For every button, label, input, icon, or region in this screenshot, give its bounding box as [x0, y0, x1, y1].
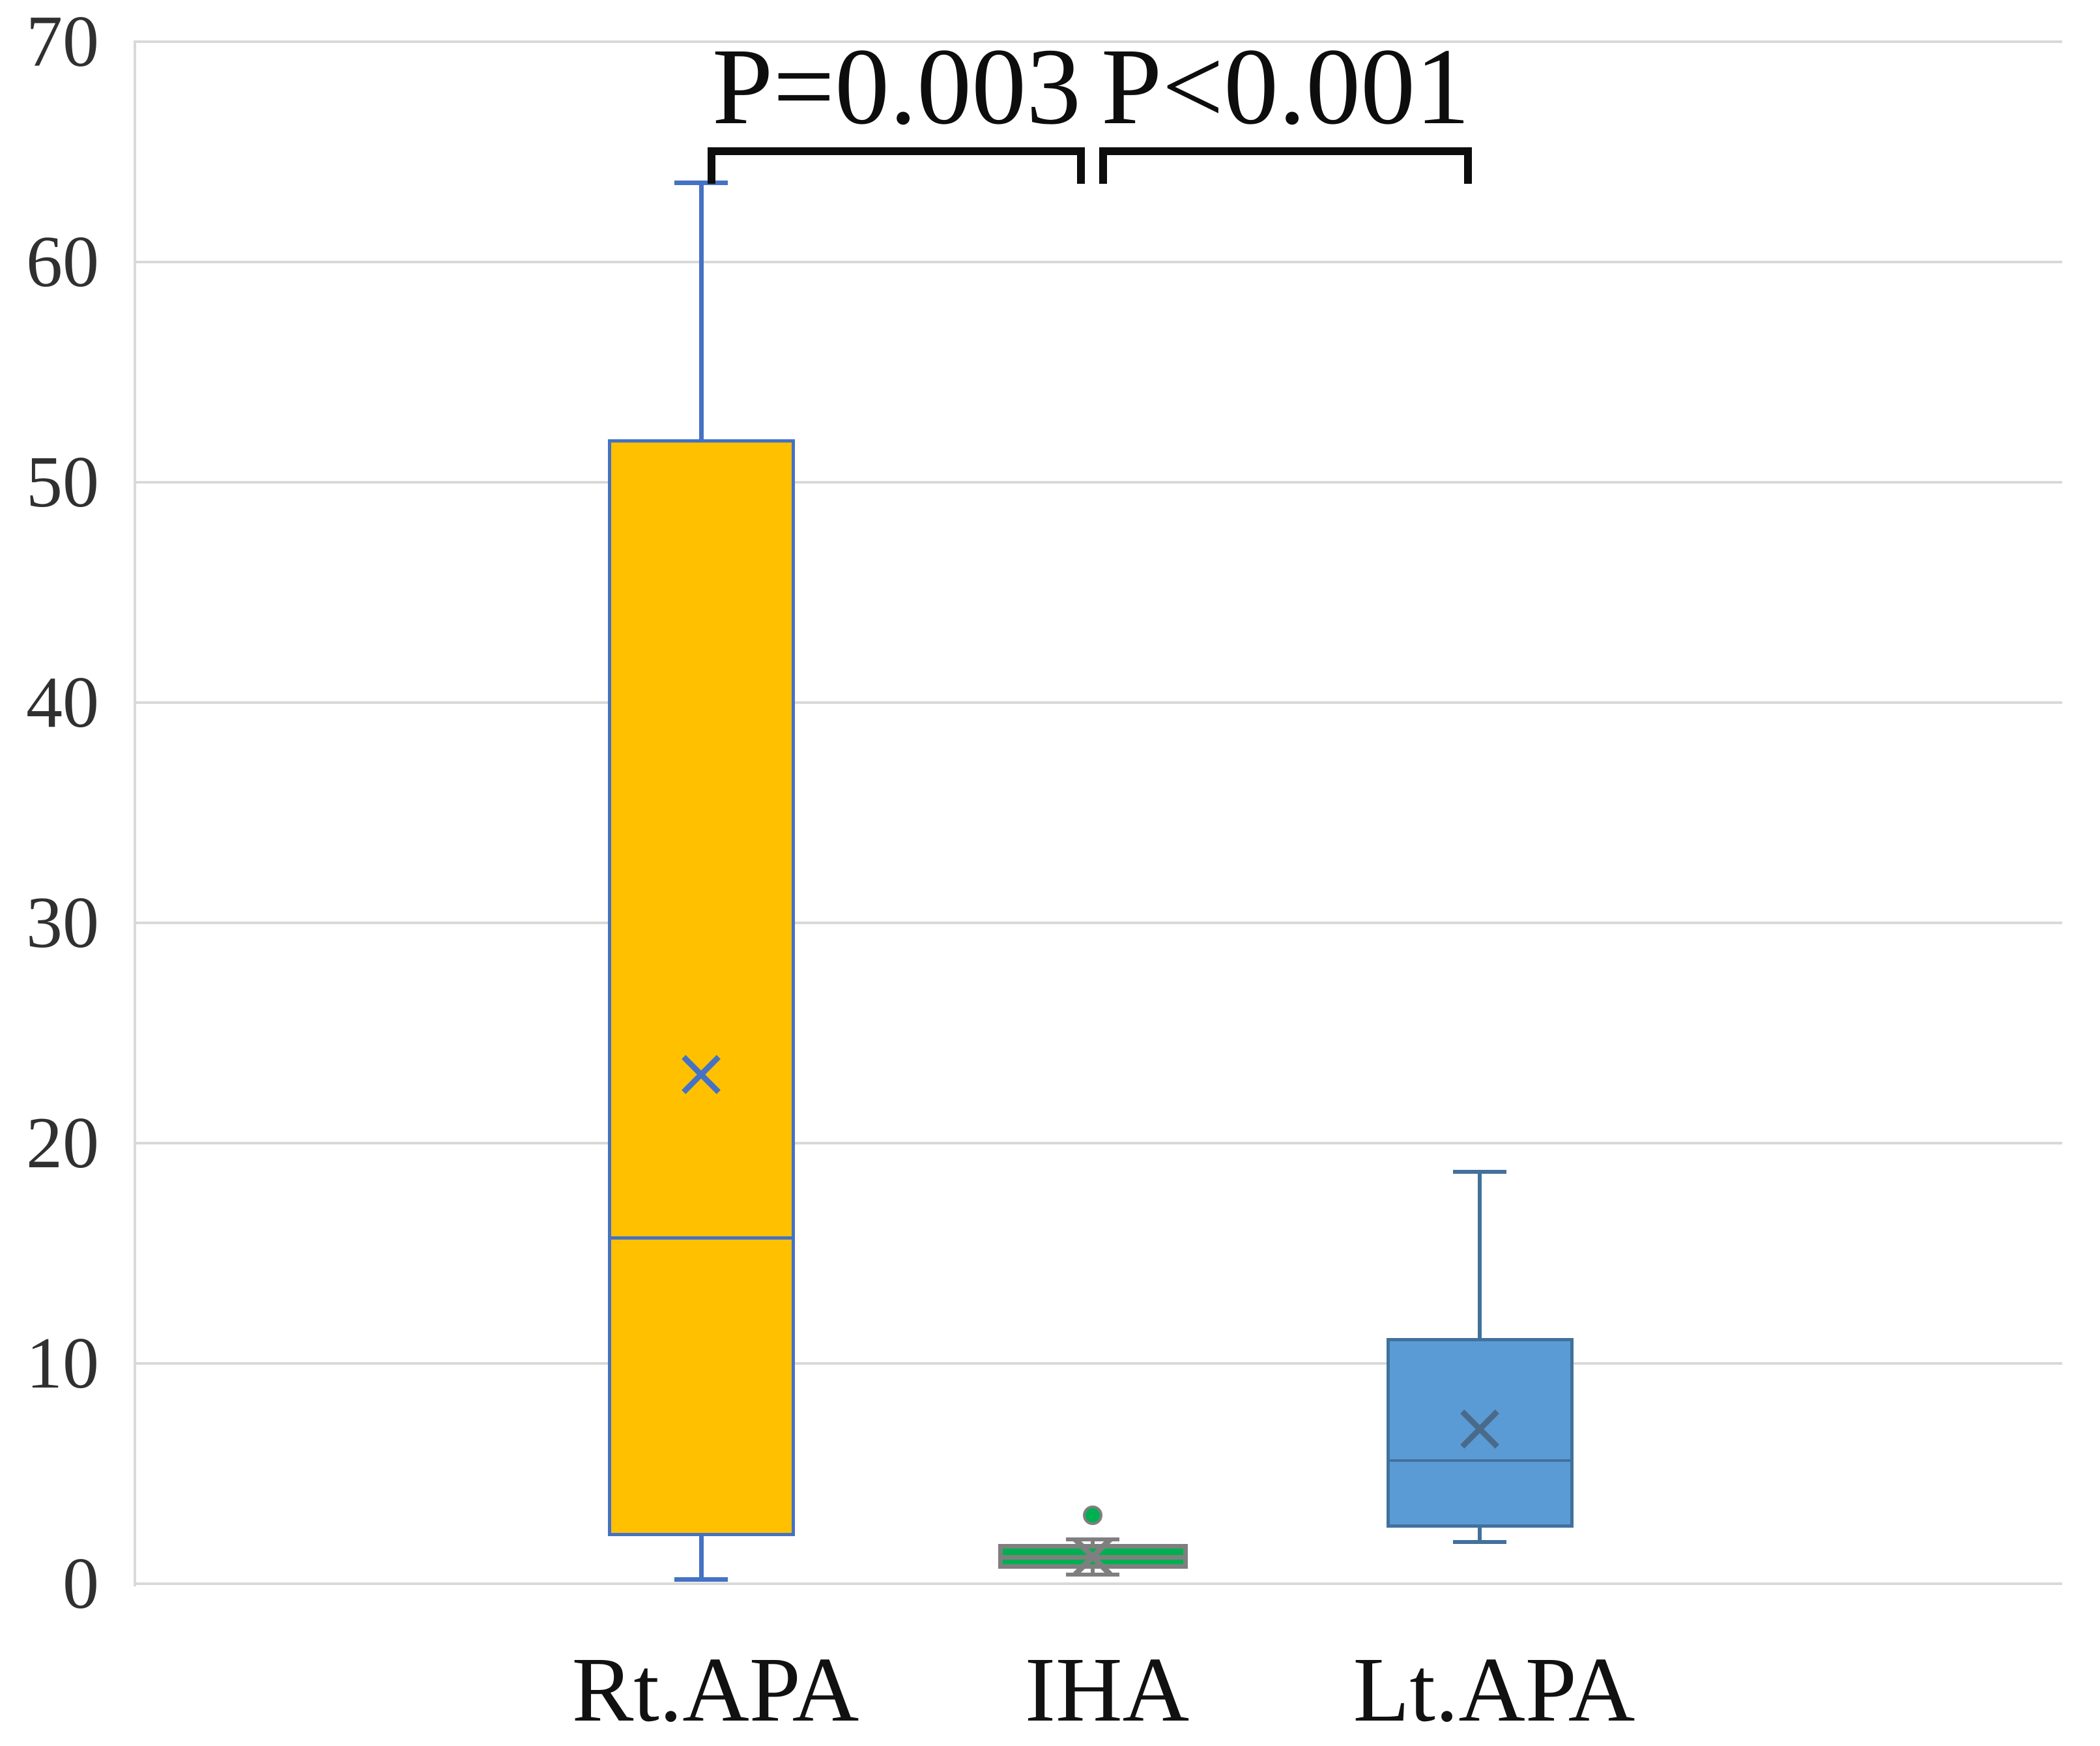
- category-label: Lt.APA: [1353, 1638, 1635, 1741]
- whisker-lower-line: [1478, 1524, 1482, 1542]
- gridline: [134, 701, 2062, 704]
- p-value-label: P<0.001: [1100, 26, 1471, 147]
- y-tick-label: 0: [63, 1543, 99, 1624]
- whisker-upper-cap: [1066, 1537, 1119, 1541]
- y-tick-label: 10: [26, 1323, 99, 1404]
- whisker-lower-cap: [674, 1577, 728, 1582]
- bracket-tick-right: [1464, 147, 1472, 184]
- gridline: [134, 1142, 2062, 1144]
- median-line: [1390, 1459, 1570, 1462]
- outlier-point: [1083, 1506, 1102, 1525]
- bracket-tick-left: [708, 147, 715, 184]
- bracket-tick-right: [1077, 147, 1085, 184]
- gridline: [134, 261, 2062, 263]
- bracket-line: [708, 147, 1085, 155]
- y-tick-label: 20: [26, 1103, 99, 1184]
- y-axis-line: [134, 42, 136, 1586]
- whisker-upper-cap: [674, 181, 728, 185]
- whisker-lower-cap: [1453, 1540, 1506, 1544]
- gridline: [134, 1362, 2062, 1365]
- whisker-lower-cap: [1066, 1573, 1119, 1577]
- median-line: [1003, 1555, 1183, 1560]
- y-tick-label: 60: [26, 222, 99, 302]
- y-tick-label: 40: [26, 662, 99, 743]
- bracket-tick-left: [1099, 147, 1107, 184]
- gridline: [134, 481, 2062, 484]
- box-iqr: [1387, 1338, 1574, 1528]
- whisker-upper-line: [699, 182, 704, 443]
- gridline: [134, 40, 2062, 43]
- category-label: IHA: [1024, 1638, 1190, 1741]
- whisker-upper-cap: [1453, 1170, 1506, 1174]
- category-label: Rt.APA: [571, 1638, 859, 1741]
- y-tick-label: 50: [26, 442, 99, 523]
- whisker-lower-line: [1091, 1564, 1095, 1575]
- mean-marker: ×: [672, 1032, 730, 1113]
- y-tick-label: 70: [26, 1, 99, 82]
- gridline: [134, 1582, 2062, 1585]
- mean-marker: ×: [1450, 1387, 1509, 1467]
- box-iqr: [608, 439, 795, 1536]
- mean-marker: ×: [1063, 1515, 1122, 1595]
- whisker-lower-line: [699, 1533, 704, 1579]
- median-line: [611, 1236, 792, 1240]
- p-value-label: P=0.003: [712, 26, 1082, 147]
- y-tick-label: 30: [26, 882, 99, 963]
- whisker-upper-line: [1478, 1172, 1482, 1341]
- gridline: [134, 922, 2062, 924]
- bracket-line: [1099, 147, 1472, 155]
